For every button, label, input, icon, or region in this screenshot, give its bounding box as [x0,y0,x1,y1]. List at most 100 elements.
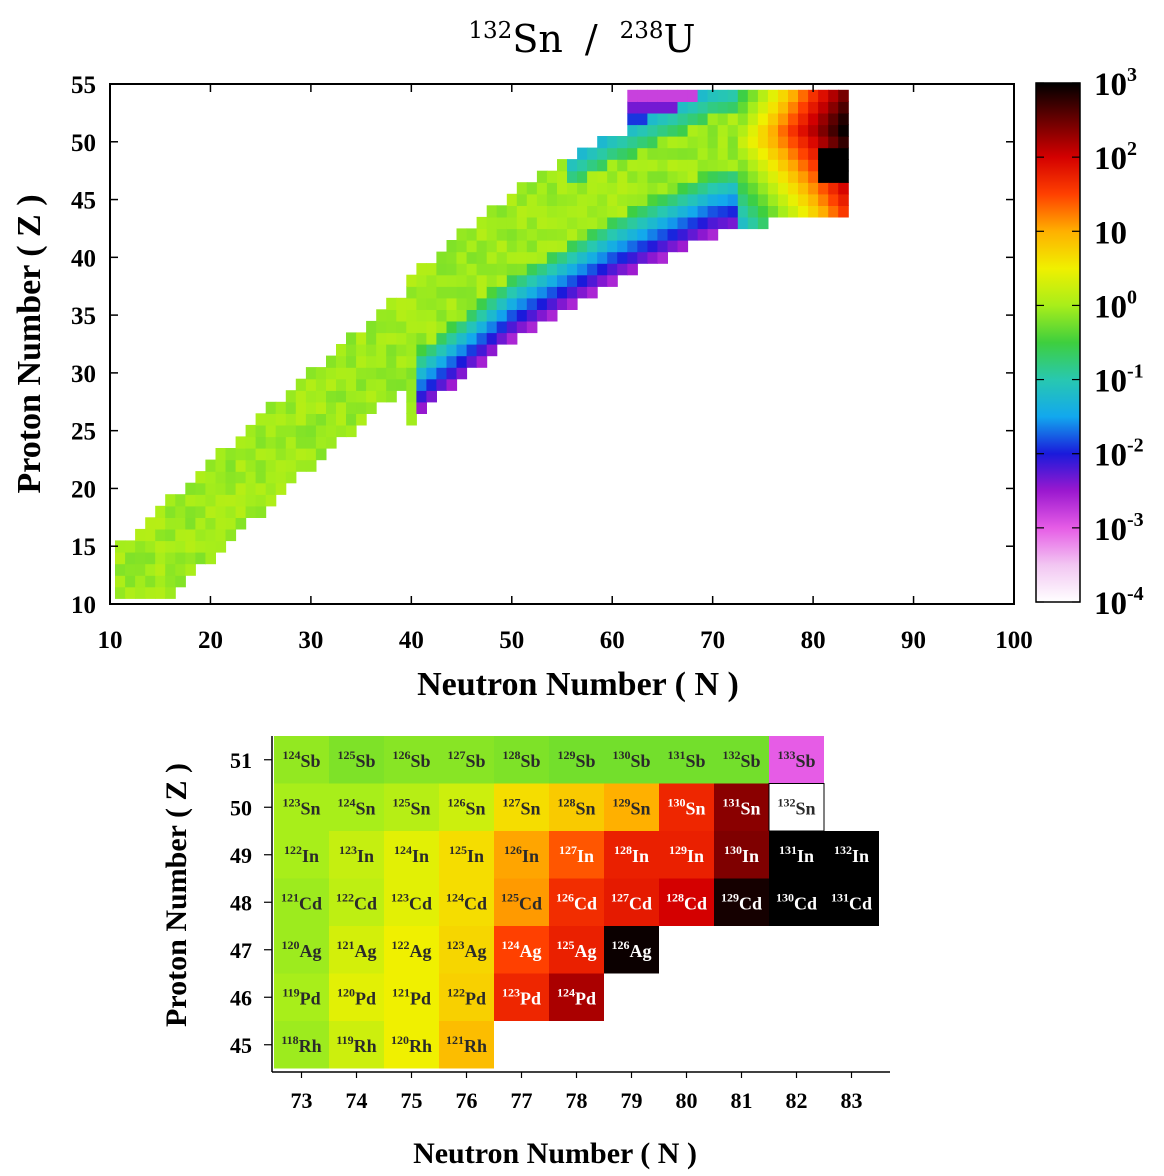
heat-cell [536,251,548,264]
heat-cell [637,170,648,183]
heat-cell [597,274,608,287]
heat-cell [466,320,478,334]
heat-cell [115,552,126,565]
heat-cell [737,182,749,195]
heat-cell [587,170,598,183]
heat-cell [677,216,689,230]
heat-cell [315,413,327,426]
heat-cell [195,505,206,518]
nuclide-label: 129Sn [612,795,650,818]
heat-cell [818,89,829,102]
heat-cell [677,170,689,183]
heat-cell [687,216,699,230]
heat-cell [657,112,668,126]
heat-cell [135,586,146,599]
heat-cell [396,332,407,345]
heat-cell [546,240,558,253]
heat-cell [315,448,327,461]
heat-cell [587,159,598,172]
y-tick-label: 25 [71,419,96,446]
heat-cell [637,228,648,241]
nuclide-cell [604,831,659,879]
heat-cell [617,228,628,241]
heat-cell [536,309,548,322]
heat-cell [135,575,146,588]
heat-cell [326,390,337,403]
heat-cell [526,320,538,334]
heat-cell [516,251,528,264]
heat-cell [165,586,176,599]
heat-cell [526,182,538,195]
heat-cell [536,205,548,218]
heat-cell [165,517,176,530]
heat-cell [798,112,809,126]
heat-cell [346,378,357,391]
heat-cell [677,228,689,241]
nuclide-cell [769,736,824,784]
heat-cell [627,205,638,218]
heat-cell [416,344,427,357]
heat-cell [235,494,247,507]
nuclide-label: 124Ag [502,938,542,961]
heat-cell [426,355,437,368]
heat-cell [567,205,578,218]
heat-cell [516,216,528,230]
heat-cell [647,136,658,149]
nuclide-label: 123Ag [447,938,487,961]
heat-cell [155,552,166,565]
heat-cell [657,228,668,241]
nuclide-label: 130Sn [667,795,705,818]
heat-cell [557,297,568,310]
heat-cell [587,240,598,253]
heat-cell [737,124,749,137]
heat-cell [406,320,417,334]
y-tick-label: 50 [71,130,96,157]
heat-cell [647,205,658,218]
heat-cell [778,112,789,126]
heat-cell [346,332,357,345]
heat-cell [557,159,568,172]
heat-cell [175,575,186,588]
nuclide-cell [549,831,604,879]
heat-cell [185,517,196,530]
nuclide-label: 128Sb [502,748,540,771]
heat-cell [707,170,719,183]
heat-cell [667,124,679,137]
heat-cell [687,228,699,241]
nuclide-cell [274,878,329,926]
heat-cell [376,332,387,345]
heat-cell [356,413,367,426]
heat-cell [175,505,186,518]
heat-cell [175,528,186,542]
heat-cell [406,344,417,357]
heat-cell [225,459,237,472]
heat-cell [386,390,397,403]
heat-cell [677,112,689,126]
heat-cell [657,216,668,230]
heat-cell [315,424,327,438]
heat-cell [818,136,829,149]
heat-cell [436,344,447,357]
heat-cell [798,147,809,160]
heat-cell [637,216,648,230]
heat-cell [627,170,638,183]
bottom-x-tick-label: 82 [786,1088,808,1113]
bottom-x-tick-label: 79 [621,1088,643,1113]
heat-cell [436,309,447,322]
heat-cell [697,101,709,114]
heat-cell [496,251,508,264]
heat-cell [396,309,407,322]
heat-cell [426,286,437,299]
heat-cell [557,240,568,253]
heat-cell [215,540,227,553]
heat-cell [677,205,689,218]
heat-cell [597,228,608,241]
heat-cell [697,136,709,149]
nuclide-cell [329,973,384,1021]
heat-cell [486,309,498,322]
heat-cell [798,101,809,114]
nuclide-label: 127Sb [447,748,485,771]
nuclide-label: 123In [339,843,374,866]
heat-cell [828,159,839,172]
heat-cell [255,436,267,449]
